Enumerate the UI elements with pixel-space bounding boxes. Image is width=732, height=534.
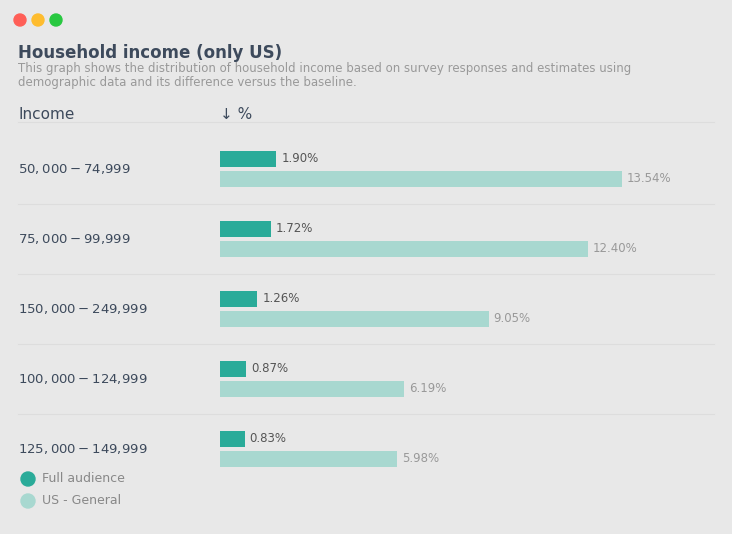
Text: 12.40%: 12.40%	[593, 242, 638, 255]
FancyBboxPatch shape	[220, 451, 397, 467]
Text: 13.54%: 13.54%	[627, 172, 671, 185]
Text: Household income (only US): Household income (only US)	[18, 44, 282, 62]
Text: Income: Income	[18, 107, 75, 122]
Text: $150,000 - $249,999: $150,000 - $249,999	[18, 302, 148, 316]
FancyBboxPatch shape	[220, 221, 271, 237]
FancyBboxPatch shape	[220, 151, 277, 167]
FancyBboxPatch shape	[220, 381, 404, 397]
Text: 6.19%: 6.19%	[408, 382, 446, 396]
Text: 0.87%: 0.87%	[251, 363, 288, 375]
Text: 1.90%: 1.90%	[281, 153, 318, 166]
FancyBboxPatch shape	[220, 431, 244, 447]
Text: 0.83%: 0.83%	[250, 433, 287, 445]
Text: Full audience: Full audience	[42, 473, 125, 485]
Text: $100,000 - $124,999: $100,000 - $124,999	[18, 372, 148, 386]
Text: demographic data and its difference versus the baseline.: demographic data and its difference vers…	[18, 76, 356, 89]
FancyBboxPatch shape	[220, 241, 588, 257]
FancyBboxPatch shape	[220, 291, 258, 307]
Text: $50,000 - $74,999: $50,000 - $74,999	[18, 162, 130, 176]
Text: ↓ %: ↓ %	[220, 107, 253, 122]
Text: $125,000 - $149,999: $125,000 - $149,999	[18, 442, 148, 456]
Text: US - General: US - General	[42, 494, 121, 507]
Circle shape	[50, 14, 62, 26]
Text: $75,000 - $99,999: $75,000 - $99,999	[18, 232, 130, 246]
Text: 1.72%: 1.72%	[276, 223, 313, 235]
Text: 5.98%: 5.98%	[403, 452, 440, 466]
Circle shape	[14, 14, 26, 26]
Circle shape	[21, 494, 35, 508]
Text: This graph shows the distribution of household income based on survey responses : This graph shows the distribution of hou…	[18, 62, 631, 75]
Text: 9.05%: 9.05%	[493, 312, 531, 326]
FancyBboxPatch shape	[220, 171, 621, 187]
Text: 1.26%: 1.26%	[262, 293, 300, 305]
FancyBboxPatch shape	[220, 311, 488, 327]
FancyBboxPatch shape	[220, 361, 246, 377]
Circle shape	[32, 14, 44, 26]
Circle shape	[21, 472, 35, 486]
